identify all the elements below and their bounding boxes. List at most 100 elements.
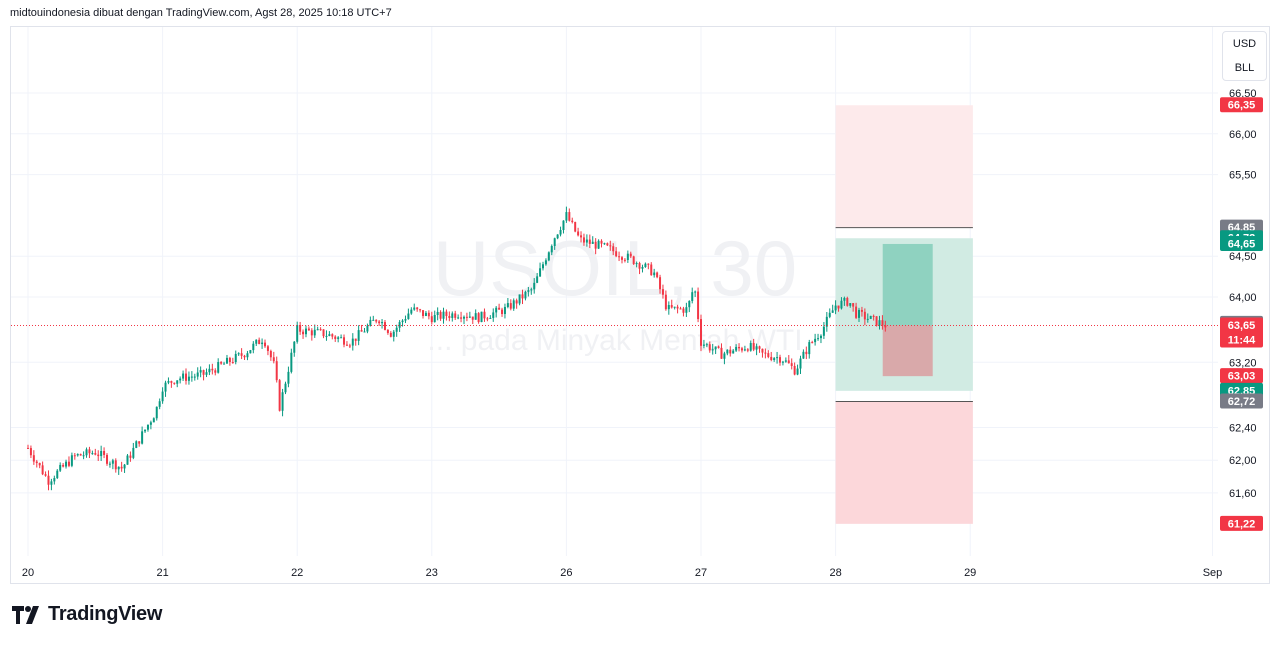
candle-down bbox=[331, 334, 334, 337]
candle-up bbox=[781, 361, 784, 363]
candle-up bbox=[533, 282, 536, 290]
candle-down bbox=[272, 357, 275, 362]
y-axis-tick-label: 62,00 bbox=[1229, 455, 1257, 467]
candle-down bbox=[35, 461, 38, 464]
candle-down bbox=[343, 337, 346, 345]
candle-down bbox=[97, 454, 100, 457]
candle-down bbox=[32, 455, 35, 462]
upper-risk-zone[interactable] bbox=[835, 105, 973, 228]
candle-up bbox=[749, 343, 752, 351]
candle-down bbox=[73, 455, 76, 457]
candle-up bbox=[144, 429, 147, 432]
candle-down bbox=[27, 447, 29, 449]
candle-up bbox=[866, 318, 869, 320]
candle-up bbox=[290, 352, 293, 372]
candle-up bbox=[152, 418, 155, 423]
candle-up bbox=[126, 455, 129, 465]
candle-down bbox=[62, 464, 65, 467]
candle-down bbox=[345, 344, 348, 346]
candle-up bbox=[635, 263, 638, 265]
candle-down bbox=[860, 309, 863, 312]
candle-down bbox=[38, 463, 41, 466]
candle-down bbox=[67, 461, 70, 466]
candle-up bbox=[369, 319, 372, 326]
candle-down bbox=[618, 256, 621, 258]
candle-up bbox=[91, 453, 94, 455]
candle-up bbox=[70, 455, 73, 466]
x-axis-tick-label: 21 bbox=[156, 567, 168, 579]
candle-up bbox=[641, 267, 644, 269]
candle-up bbox=[743, 349, 746, 351]
candle-down bbox=[269, 350, 272, 358]
candle-up bbox=[714, 346, 717, 350]
position-target-box[interactable] bbox=[882, 243, 933, 326]
candle-down bbox=[515, 300, 518, 304]
candle-down bbox=[170, 381, 173, 383]
candle-up bbox=[831, 310, 834, 313]
candle-down bbox=[79, 454, 82, 456]
candle-up bbox=[819, 335, 822, 339]
candle-down bbox=[574, 222, 577, 232]
candle-up bbox=[187, 376, 190, 381]
tradingview-logo[interactable]: TradingView bbox=[12, 603, 162, 626]
lower-risk-zone[interactable] bbox=[835, 401, 973, 524]
candle-up bbox=[117, 466, 120, 470]
x-axis-tick-label: 22 bbox=[291, 567, 303, 579]
price-label-countdown: 11:44 bbox=[1228, 335, 1256, 347]
candle-down bbox=[360, 330, 363, 332]
candle-up bbox=[442, 311, 445, 319]
x-axis-tick-label: 29 bbox=[964, 567, 976, 579]
y-axis-tick-label: 66,50 bbox=[1229, 88, 1257, 100]
candle-up bbox=[802, 351, 805, 359]
x-axis-tick-label: Sep bbox=[1203, 567, 1223, 579]
currency-unit-selector[interactable]: USD BLL bbox=[1222, 31, 1267, 81]
candle-up bbox=[100, 451, 103, 457]
candle-up bbox=[468, 316, 471, 318]
candle-down bbox=[310, 330, 313, 336]
price-label-text: 62,72 bbox=[1228, 396, 1256, 408]
candle-down bbox=[615, 251, 618, 257]
candle-down bbox=[790, 363, 793, 366]
candle-up bbox=[340, 337, 343, 339]
candle-up bbox=[843, 297, 846, 301]
candle-up bbox=[834, 305, 837, 311]
candle-up bbox=[536, 276, 539, 283]
candle-down bbox=[612, 246, 615, 252]
candle-down bbox=[852, 303, 855, 307]
candle-down bbox=[378, 321, 381, 324]
tradingview-logo-text: TradingView bbox=[48, 603, 163, 625]
candle-up bbox=[366, 325, 369, 332]
candle-down bbox=[389, 332, 392, 337]
candle-up bbox=[190, 376, 193, 378]
y-axis-tick-label: 62,40 bbox=[1229, 423, 1257, 435]
candle-up bbox=[559, 230, 562, 235]
price-label-badge bbox=[1220, 515, 1263, 531]
candle-down bbox=[571, 220, 574, 223]
candle-up bbox=[840, 300, 843, 309]
candle-up bbox=[644, 263, 647, 268]
candle-down bbox=[594, 241, 597, 249]
x-axis-tick-label: 28 bbox=[829, 567, 841, 579]
y-axis-tick-label: 64,50 bbox=[1229, 251, 1257, 263]
candle-up bbox=[217, 362, 220, 373]
position-stop-box[interactable] bbox=[882, 325, 933, 377]
candle-down bbox=[214, 370, 217, 373]
candle-down bbox=[498, 307, 501, 310]
candle-up bbox=[591, 241, 594, 244]
candle-down bbox=[738, 346, 741, 349]
candle-down bbox=[787, 360, 790, 364]
candle-down bbox=[647, 263, 650, 265]
candle-up bbox=[462, 316, 465, 319]
candle-up bbox=[249, 350, 252, 354]
candle-down bbox=[588, 239, 591, 244]
candle-up bbox=[565, 212, 568, 221]
candle-down bbox=[185, 373, 188, 381]
candle-up bbox=[161, 391, 164, 402]
candle-down bbox=[465, 316, 468, 318]
candle-up bbox=[626, 253, 629, 261]
candle-down bbox=[580, 235, 583, 238]
candle-up bbox=[141, 431, 144, 444]
candle-up bbox=[108, 463, 111, 465]
candle-up bbox=[164, 382, 167, 392]
